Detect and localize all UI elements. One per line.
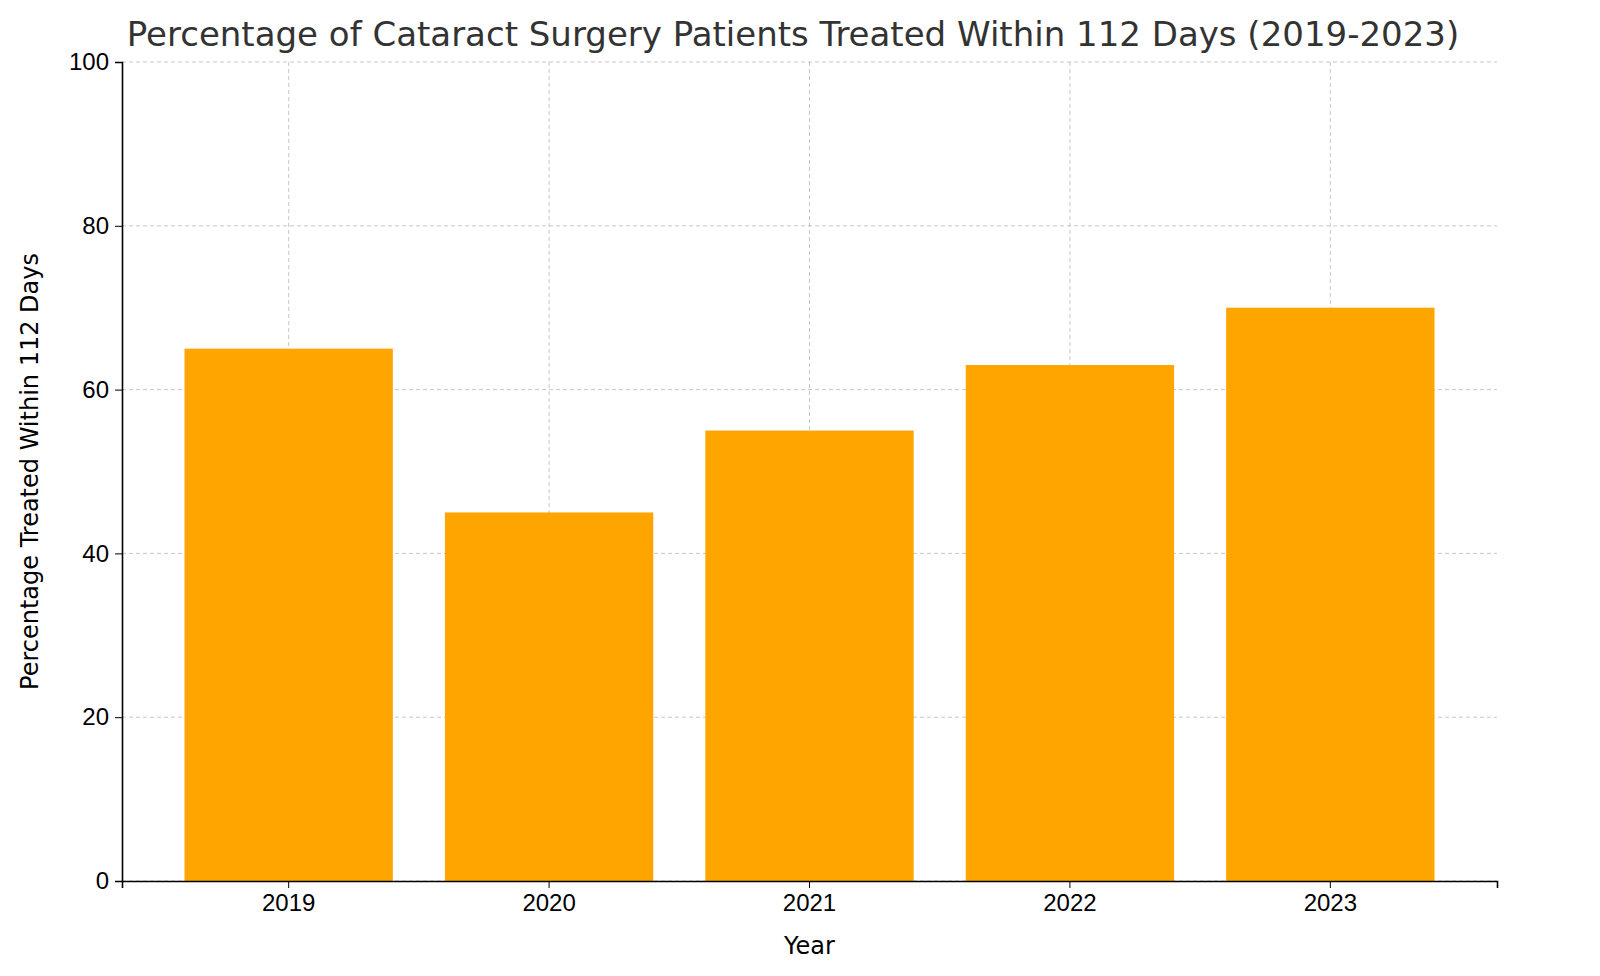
bars — [185, 308, 1435, 881]
x-tick: 2021 — [783, 881, 836, 916]
x-tick-label: 2020 — [522, 889, 575, 916]
x-tick-mark — [1330, 881, 1331, 888]
bar — [185, 349, 393, 881]
y-tick: 0 — [96, 867, 122, 894]
y-tick-mark — [115, 226, 122, 227]
x-tick: 2023 — [1304, 881, 1357, 916]
y-tick-label: 20 — [82, 703, 109, 730]
y-tick: 80 — [82, 212, 122, 239]
x-tick-mark — [809, 881, 810, 888]
x-axis-title: Year — [783, 932, 835, 960]
x-tick-label: 2022 — [1043, 889, 1096, 916]
plot-area: 2019 2020 2021 2022 2023 0 20 40 60 80 100 — [69, 48, 1498, 916]
y-tick-mark — [115, 881, 122, 882]
x-tick-mark — [549, 881, 550, 888]
y-tick: 60 — [82, 376, 122, 403]
x-axis: 2019 2020 2021 2022 2023 — [123, 881, 1498, 916]
y-tick: 20 — [82, 703, 122, 730]
y-tick-mark — [115, 62, 122, 63]
grid — [122, 62, 1497, 881]
bar — [445, 512, 653, 881]
y-tick-label: 100 — [69, 48, 109, 75]
bar — [705, 431, 913, 881]
y-tick: 100 — [69, 48, 122, 75]
y-tick-mark — [115, 717, 122, 718]
y-tick-mark — [115, 553, 122, 554]
axis-line — [115, 63, 123, 882]
chart: 2019 2020 2021 2022 2023 0 20 40 60 80 100 Percenta… — [0, 0, 1600, 976]
x-tick: 2020 — [522, 881, 575, 916]
x-tick: 2022 — [1043, 881, 1096, 916]
bar — [1226, 308, 1434, 881]
x-tick-label: 2019 — [262, 889, 315, 916]
y-tick-label: 60 — [82, 376, 109, 403]
bar — [966, 365, 1174, 881]
x-tick-label: 2021 — [783, 889, 836, 916]
y-tick-label: 40 — [82, 540, 109, 567]
title: Percentage of Cataract Surgery Patients … — [127, 14, 1459, 54]
x-tick-label: 2023 — [1304, 889, 1357, 916]
y-tick-label: 0 — [96, 867, 109, 894]
y-axis-title: Percentage Treated Within 112 Days — [16, 253, 44, 690]
y-tick: 40 — [82, 540, 122, 567]
x-tick-mark — [288, 881, 289, 888]
y-tick-mark — [115, 390, 122, 391]
axis-line — [123, 882, 1498, 889]
y-tick-label: 80 — [82, 212, 109, 239]
x-tick: 2019 — [262, 881, 315, 916]
x-tick-mark — [1069, 881, 1070, 888]
y-axis: 0 20 40 60 80 100 — [69, 48, 123, 894]
